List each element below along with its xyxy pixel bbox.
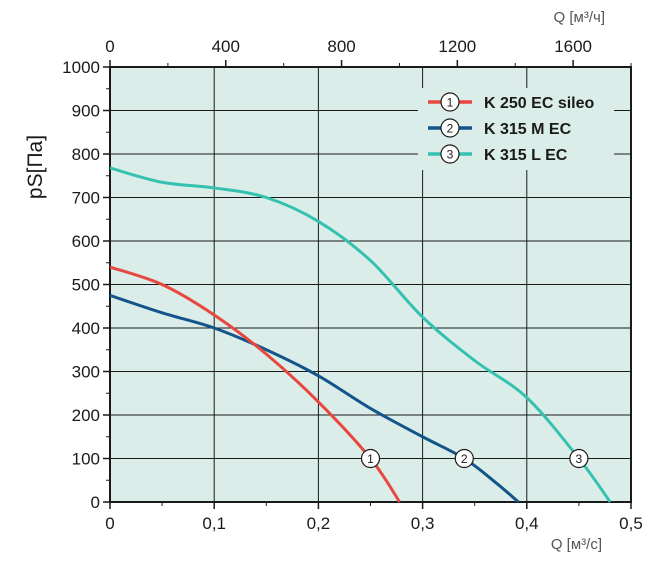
y-tick-label: 600 [72,232,100,251]
legend-marker-label: 3 [447,148,454,162]
y-tick-label: 800 [72,145,100,164]
y-tick-label: 1000 [62,58,100,77]
x-tick-label: 0 [105,514,114,533]
x-tick-label: 0,1 [202,514,226,533]
curve-marker-3 [569,448,589,469]
y-tick-label: 0 [91,493,100,512]
series-line-3 [109,166,612,503]
legend-marker-label: 1 [447,96,454,110]
x-tick-label: 0,3 [411,514,435,533]
x2-tick-label: 400 [212,37,240,56]
x-tick-label: 0,2 [307,514,331,533]
y-tick-label: 100 [72,450,100,469]
curve-marker-label: 2 [461,452,468,466]
legend-marker-3 [440,144,460,164]
legend-marker-label: 2 [447,122,454,136]
y-tick-label: 900 [72,102,100,121]
curve-marker-1 [360,448,381,469]
y-tick-label: 700 [72,189,100,208]
y-axis-title: pS[Па] [24,135,47,199]
x2-tick-label: 1600 [554,37,592,56]
x2-tick-label: 0 [105,37,114,56]
curve-marker-label: 1 [367,452,374,466]
legend-marker-2 [440,118,460,138]
x-tick-label: 0,4 [515,514,539,533]
top-axis-title: Q [м³/ч] [554,9,605,26]
y-tick-label: 400 [72,319,100,338]
y-tick-label: 300 [72,363,100,382]
curve-marker-label: 3 [576,452,583,466]
x2-tick-label: 800 [327,37,355,56]
curve-marker-2 [454,448,474,469]
legend-label: K 250 EC sileo [484,95,595,112]
x-tick-label: 0,5 [619,514,643,533]
y-tick-label: 500 [72,276,100,295]
legend-marker-1 [440,92,460,112]
legend-label: K 315 M EC [484,121,572,138]
x2-tick-label: 1200 [438,37,476,56]
series-line-2 [109,293,520,504]
y-tick-label: 200 [72,406,100,425]
bottom-axis-title: Q [м³/с] [551,536,602,553]
legend-label: K 315 L EC [484,147,568,164]
